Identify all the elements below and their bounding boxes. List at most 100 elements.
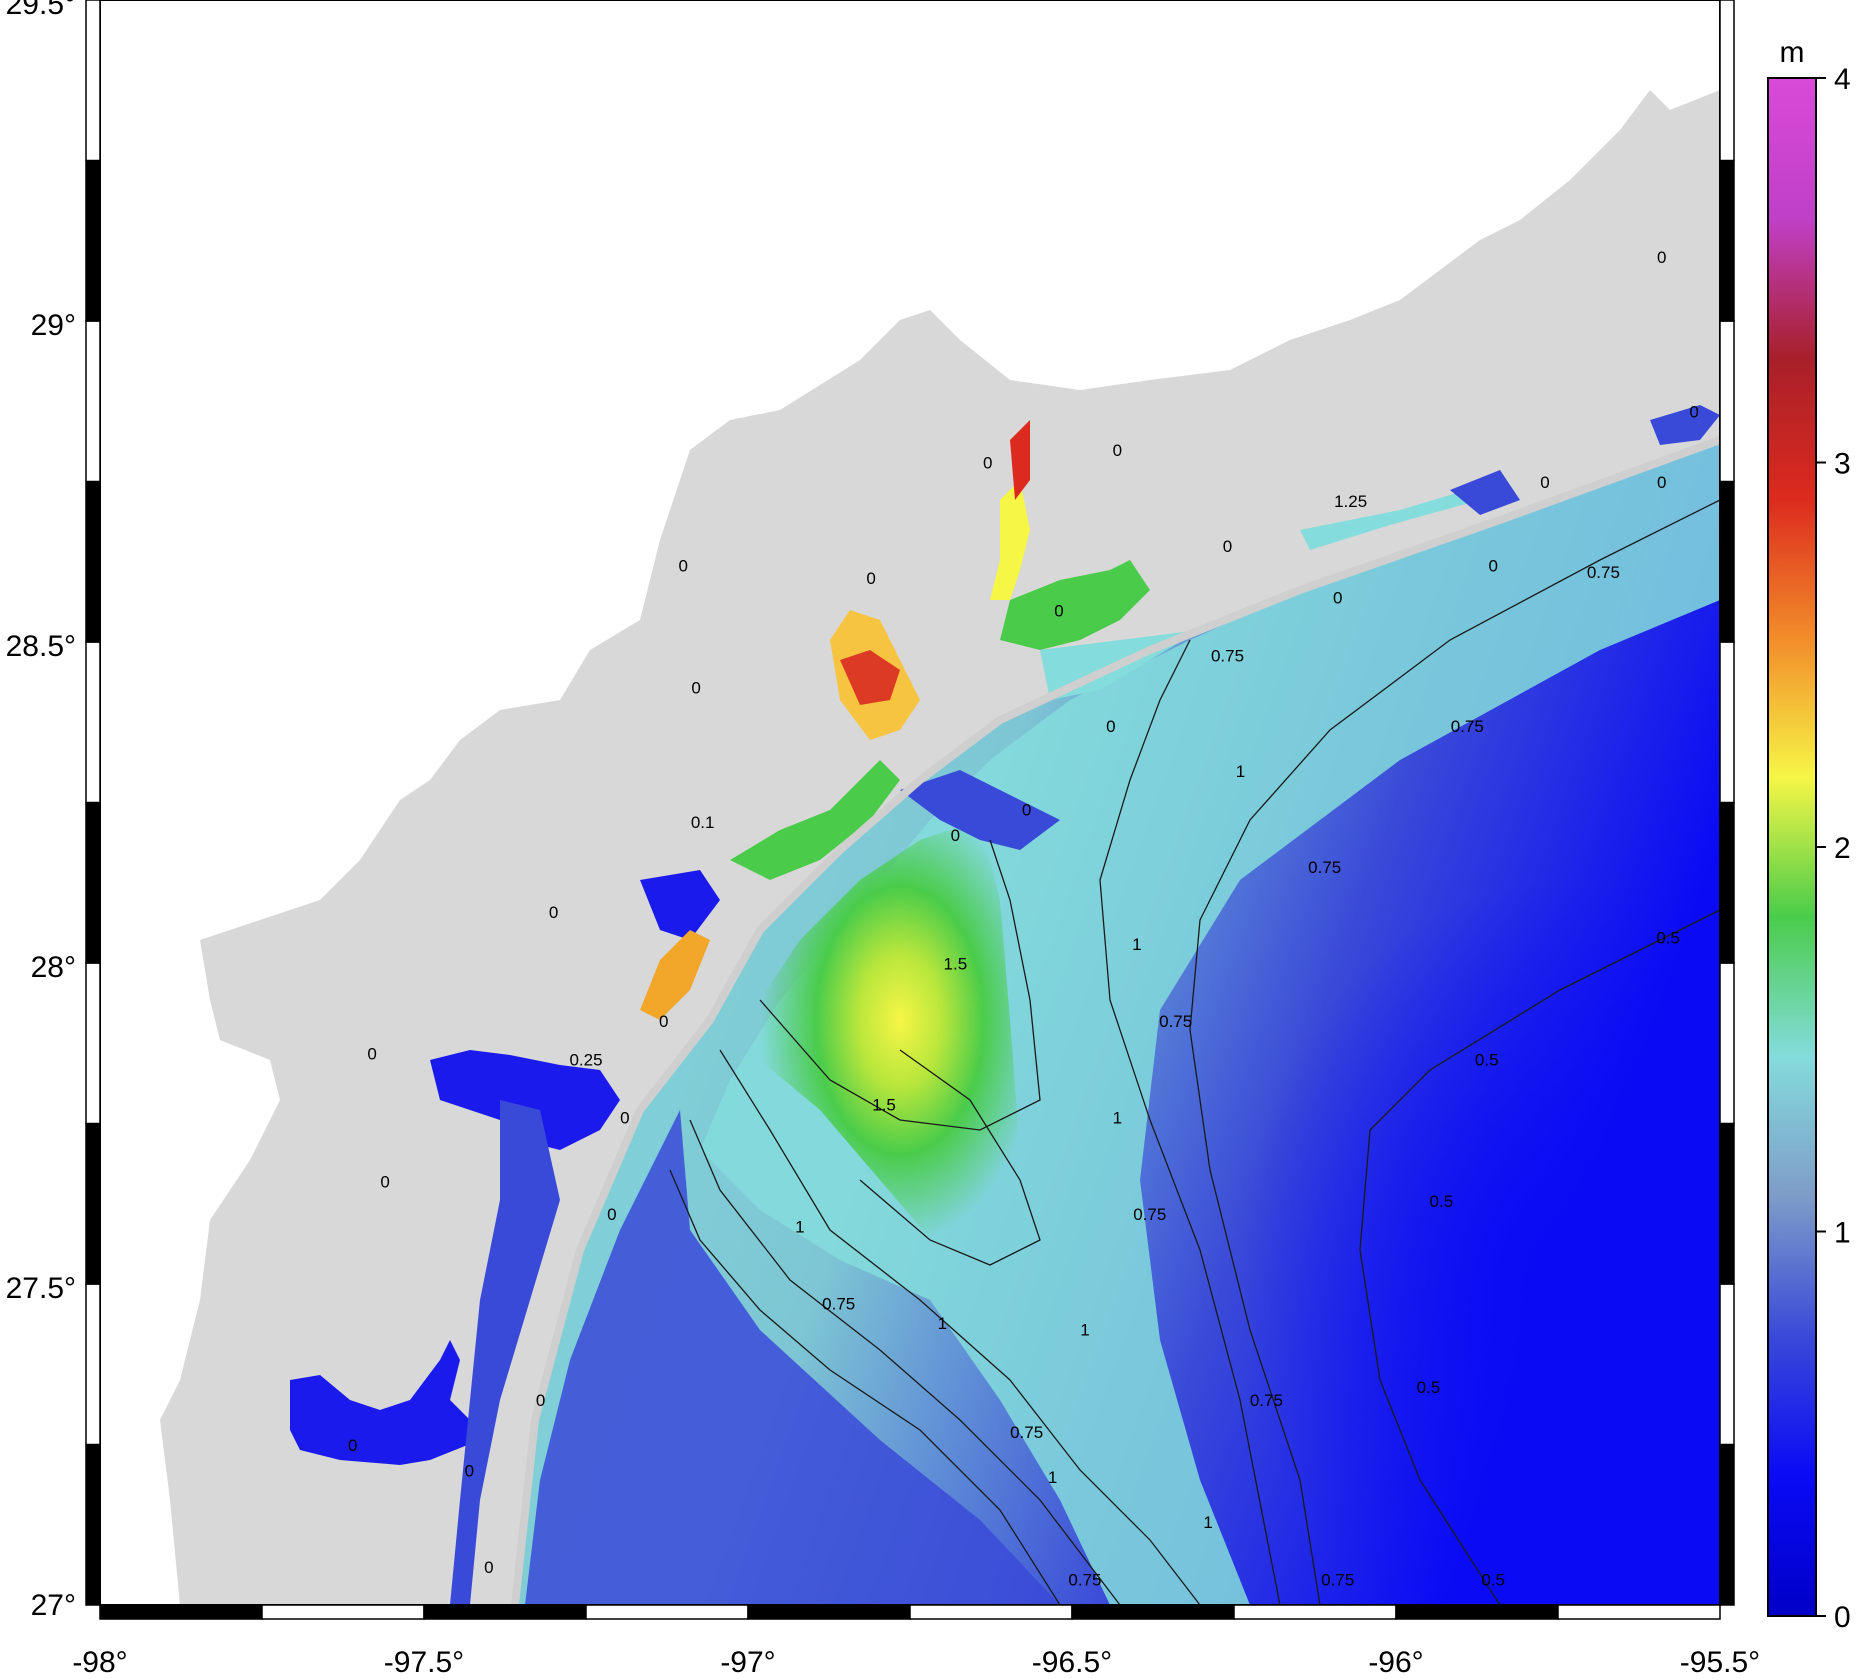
southern-shelf-water <box>525 1110 1060 1605</box>
contour-label: 0 <box>1657 248 1666 267</box>
lat-tick-label: 29.5° <box>6 0 76 21</box>
lon-tick-label: -97° <box>720 1646 775 1679</box>
border-segment <box>1719 1283 1735 1446</box>
contour-label: 1 <box>1132 935 1141 954</box>
contour-label: 0 <box>348 1436 357 1455</box>
baffin-bay <box>290 1340 480 1465</box>
aransas-bay-low <box>640 870 720 940</box>
out-of-domain-area <box>100 0 1720 1605</box>
contour-label: 0 <box>691 678 700 697</box>
barrier-island <box>511 436 1720 1605</box>
border-segment <box>85 1283 101 1446</box>
contour-label: 0 <box>983 454 992 473</box>
contour-label: 0 <box>678 556 687 575</box>
contour-label: 1 <box>795 1218 804 1237</box>
contour-label: 0.5 <box>1656 929 1680 948</box>
contour-label: 0.5 <box>1475 1051 1499 1070</box>
border-segment <box>1719 1122 1735 1285</box>
surge-plume <box>700 440 1720 1605</box>
lat-tick-label: 29° <box>31 309 76 342</box>
contour-label: 0 <box>1113 441 1122 460</box>
border-segment <box>1395 1604 1559 1620</box>
border-segment <box>85 641 101 804</box>
galveston-bay-fringe <box>1650 405 1720 445</box>
border-segment <box>85 1443 101 1606</box>
border-segment <box>1071 1604 1235 1620</box>
contour-label: 0.75 <box>1010 1423 1043 1442</box>
border-segment <box>1719 801 1735 964</box>
contour-label: 1.5 <box>872 1096 896 1115</box>
border-segment <box>1233 1604 1397 1620</box>
east-matagorda-bay <box>1300 480 1500 550</box>
contour-label: 0.5 <box>1481 1571 1505 1590</box>
border-segment <box>1719 641 1735 804</box>
colorbar-tick-label: 0 <box>1834 1601 1851 1634</box>
contour-label: 0 <box>607 1205 616 1224</box>
guadalupe-bay-red <box>840 650 900 705</box>
border-segment <box>85 159 101 322</box>
border-segment <box>85 480 101 643</box>
contour-label: 0 <box>951 826 960 845</box>
contour-label: 0.5 <box>1430 1192 1454 1211</box>
border-segment <box>1719 159 1735 322</box>
lat-tick-label: 28° <box>31 951 76 984</box>
contour-label: 0 <box>866 569 875 588</box>
border-segment <box>1557 1604 1721 1620</box>
border-segment <box>85 801 101 964</box>
contour-label: 0.75 <box>1308 858 1341 877</box>
border-segment <box>1719 1443 1735 1606</box>
border-segment <box>85 1122 101 1285</box>
border-segment <box>261 1604 425 1620</box>
border-segment <box>1719 480 1735 643</box>
lavaca-bay-high <box>990 480 1030 600</box>
colorbar: m 0 1 2 3 4 <box>1767 36 1851 1634</box>
contour-label: 0 <box>484 1558 493 1577</box>
colorbar-unit: m <box>1780 36 1805 69</box>
border-segment <box>85 320 101 483</box>
contour-label: 0 <box>659 1012 668 1031</box>
border-segment <box>585 1604 749 1620</box>
high-surge-area <box>760 820 1040 1265</box>
contour-label: 0.75 <box>1159 1012 1192 1031</box>
colorbar-tick-label: 1 <box>1834 1217 1851 1250</box>
contour-label: 0 <box>1333 588 1342 607</box>
lon-tick-label: -96° <box>1368 1646 1423 1679</box>
contour-label: 0 <box>1488 556 1497 575</box>
matagorda-bay-green <box>1000 560 1150 650</box>
surge-contours <box>669 499 1720 1605</box>
colorbar-tick-label: 3 <box>1834 448 1851 481</box>
contour-label: 1 <box>1203 1513 1212 1532</box>
contour-label: 0 <box>1022 800 1031 819</box>
corpus-christi-bay <box>430 1050 620 1150</box>
contour-label: 0 <box>620 1109 629 1128</box>
lat-tick-label: 28.5° <box>6 630 76 663</box>
contour-label: 0.75 <box>1133 1205 1166 1224</box>
border-segment <box>909 1604 1073 1620</box>
lat-tick-label: 27° <box>31 1589 76 1622</box>
contour-label: 1 <box>1236 762 1245 781</box>
border-segment <box>99 1604 263 1620</box>
contour-label: 0.75 <box>1321 1571 1354 1590</box>
lon-tick-label: -98° <box>72 1646 127 1679</box>
contour-labels: 0.75 0.75 0.75 0.75 0.75 0.75 0.75 0.75 0.75 0.75… <box>348 248 1699 1590</box>
border-segment <box>423 1604 587 1620</box>
contour-label: 0.1 <box>691 813 715 832</box>
contour-label: 0 <box>380 1173 389 1192</box>
contour-label: 1.5 <box>944 954 968 973</box>
contour-label: 0 <box>1223 537 1232 556</box>
contour-label: 0.75 <box>1211 646 1244 665</box>
copano-bay-high <box>640 930 710 1020</box>
contour-label: 0.25 <box>569 1051 602 1070</box>
contour-label: 0.75 <box>1068 1571 1101 1590</box>
contour-label: 0 <box>536 1391 545 1410</box>
freeport-bay-blue <box>1450 470 1520 515</box>
border-segment <box>1719 320 1735 483</box>
contour-label: 0 <box>549 903 558 922</box>
laguna-madre <box>450 1100 560 1605</box>
contour-label: 0 <box>1540 473 1549 492</box>
contour-label: 0 <box>367 1044 376 1063</box>
colorbar-tick-label: 2 <box>1834 832 1851 865</box>
lon-tick-label: -95.5° <box>1680 1646 1760 1679</box>
border-segment <box>85 0 101 162</box>
lavaca-bay-red <box>1010 420 1030 500</box>
